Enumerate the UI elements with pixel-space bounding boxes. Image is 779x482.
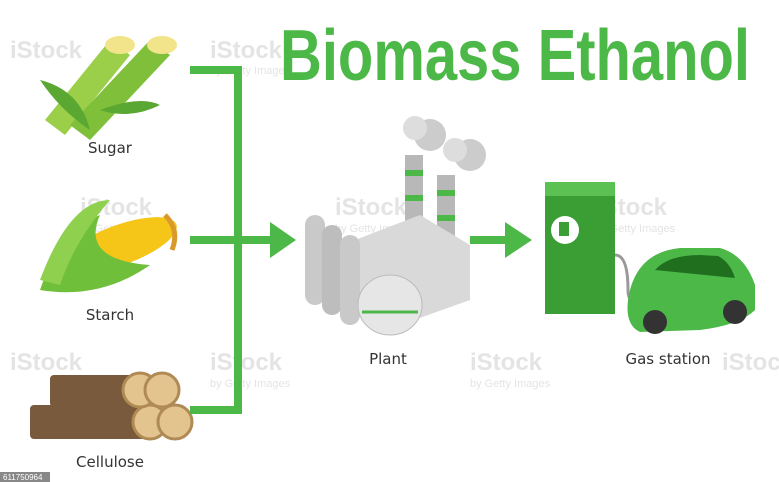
watermark: by Getty Images (210, 378, 291, 390)
starch-icon (40, 200, 178, 293)
watermark: by Getty Images (595, 223, 676, 235)
plant-icon (305, 116, 486, 336)
watermark: iStock (722, 349, 779, 376)
watermark: iStock (335, 194, 408, 221)
watermark-id: 611750964 (3, 473, 43, 482)
flow-arrows (190, 66, 510, 414)
source-label: Starch (86, 306, 134, 324)
title: Biomass Ethanol (280, 16, 750, 96)
watermark: iStock (10, 349, 83, 376)
watermark: iStock (210, 37, 283, 64)
watermark: by Getty Images (470, 378, 551, 390)
plant-label: Plant (369, 350, 407, 368)
arrow-head (505, 222, 532, 258)
source-label: Sugar (88, 139, 133, 157)
watermark: iStock (470, 349, 543, 376)
gas-station-icon (545, 182, 755, 334)
sugar-icon (40, 36, 177, 140)
watermark: iStock (210, 349, 283, 376)
source-label: Cellulose (76, 453, 144, 471)
arrow-head (270, 222, 296, 258)
id-bar (0, 472, 50, 482)
cellulose-icon (30, 371, 194, 441)
watermark: iStock (10, 37, 83, 64)
destination-label: Gas station (625, 350, 710, 368)
